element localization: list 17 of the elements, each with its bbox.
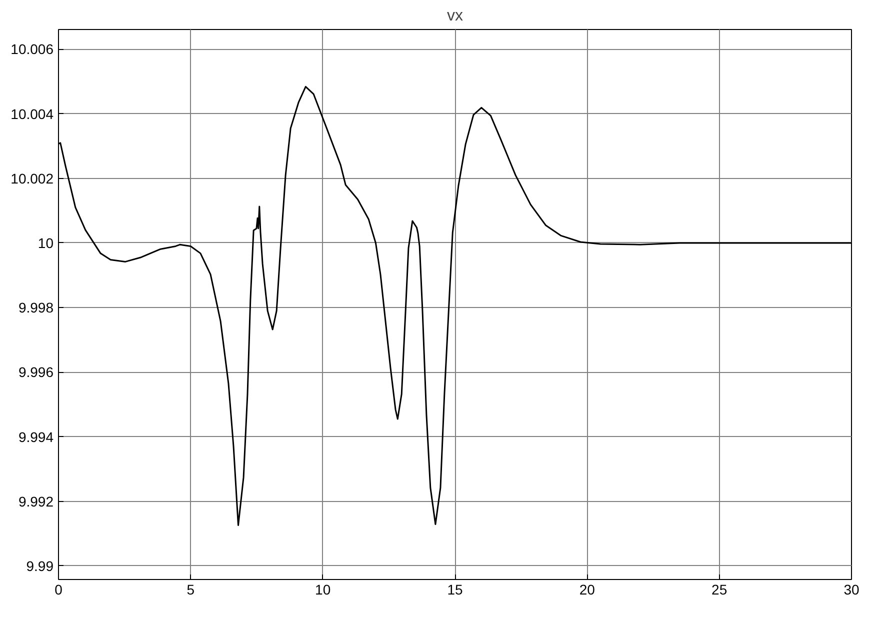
x-tick-label: 5 [186, 582, 195, 598]
x-tick-label: 15 [447, 582, 463, 598]
y-tick-label: 9.998 [18, 300, 54, 316]
y-tick-label: 10 [38, 234, 54, 251]
y-tick-label: 10.002 [10, 170, 54, 186]
x-tick-label: 25 [712, 582, 728, 598]
x-tick-label: 0 [54, 582, 63, 598]
y-tick-label: 9.994 [18, 428, 54, 445]
x-tick-label: 30 [844, 582, 860, 598]
y-tick-label: 9.996 [18, 364, 54, 380]
y-tick-label: 9.992 [18, 493, 54, 510]
y-tick-label: 10.006 [10, 41, 54, 58]
x-tick-label: 10 [315, 582, 331, 598]
y-tick-label: 9.99 [26, 558, 54, 574]
chart-title: vx [447, 8, 463, 24]
y-tick-label: 10.004 [10, 106, 54, 122]
x-tick-label: 20 [579, 582, 596, 598]
